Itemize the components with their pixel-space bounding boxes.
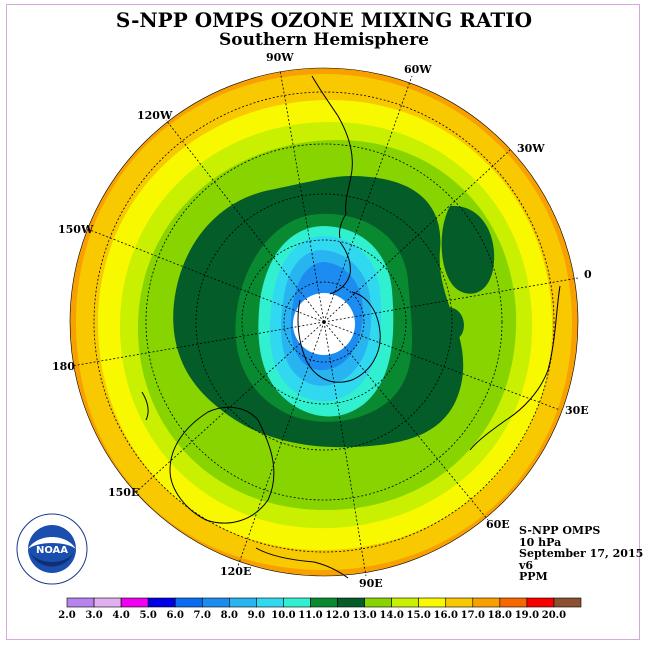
meridian-150e xyxy=(133,321,325,495)
meridian-150w xyxy=(89,229,325,323)
latitude-50s xyxy=(195,193,453,451)
antarctic-peninsula xyxy=(329,241,351,295)
latitude-30s xyxy=(93,91,555,553)
lon-label-150w: 150W xyxy=(58,223,94,236)
logo-text: NOAA xyxy=(36,545,68,556)
coastlines xyxy=(141,75,561,579)
page-frame xyxy=(6,4,640,640)
lon-label-0: 0 xyxy=(584,268,592,281)
lon-label-60w: 60W xyxy=(404,63,432,76)
lon-label-120e: 120E xyxy=(220,565,252,578)
map-outline xyxy=(69,67,579,577)
antarctica-coast xyxy=(297,291,381,383)
info-block: S-NPP OMPS 10 hPa September 17, 2015 v6 … xyxy=(519,525,643,583)
logo-wave xyxy=(30,553,74,567)
band-12-east-blob xyxy=(430,307,464,342)
meridian-30e xyxy=(323,321,561,411)
meridian-60w xyxy=(323,75,413,323)
meridian-90e xyxy=(323,321,367,577)
latitude-40s xyxy=(145,143,503,501)
ozone-field xyxy=(70,68,578,576)
latitude-70s xyxy=(283,281,365,363)
info-date: September 17, 2015 xyxy=(519,547,644,560)
map-subtitle: Southern Hemisphere xyxy=(219,30,429,50)
lon-label-150e: 150E xyxy=(108,486,140,499)
meridian-0 xyxy=(323,277,579,323)
lon-label-90w: 90W xyxy=(266,51,294,64)
band-12-east-lobe xyxy=(441,205,495,294)
australia-coast xyxy=(169,406,275,524)
info-unit: PPM xyxy=(519,570,548,583)
info-version: v6 xyxy=(519,558,534,572)
lon-label-60e: 60E xyxy=(486,518,510,531)
graticule xyxy=(71,69,579,577)
lon-label-180: 180 xyxy=(52,360,75,373)
africa-coast xyxy=(469,285,561,451)
meridian-90w xyxy=(279,69,325,323)
lon-label-30e: 30E xyxy=(565,404,589,417)
lon-label-90e: 90E xyxy=(359,577,383,590)
map-title: S-NPP OMPS OZONE MIXING RATIO xyxy=(115,8,533,32)
meridian-60e xyxy=(323,321,489,521)
lon-label-120w: 120W xyxy=(137,109,173,122)
lon-label-30w: 30W xyxy=(517,142,545,155)
south-america-coast xyxy=(311,75,353,239)
latitude-60s xyxy=(241,239,407,405)
meridian-180 xyxy=(71,321,325,367)
info-pressure: 10 hPa xyxy=(519,535,562,549)
meridian-120w xyxy=(165,119,325,323)
indonesia-coast xyxy=(255,547,349,579)
noaa-logo: NOAA xyxy=(16,513,88,585)
meridian-120e xyxy=(237,321,325,567)
info-instrument: S-NPP OMPS xyxy=(519,524,601,537)
new-zealand-coast xyxy=(141,391,149,421)
logo-bird xyxy=(28,537,76,549)
